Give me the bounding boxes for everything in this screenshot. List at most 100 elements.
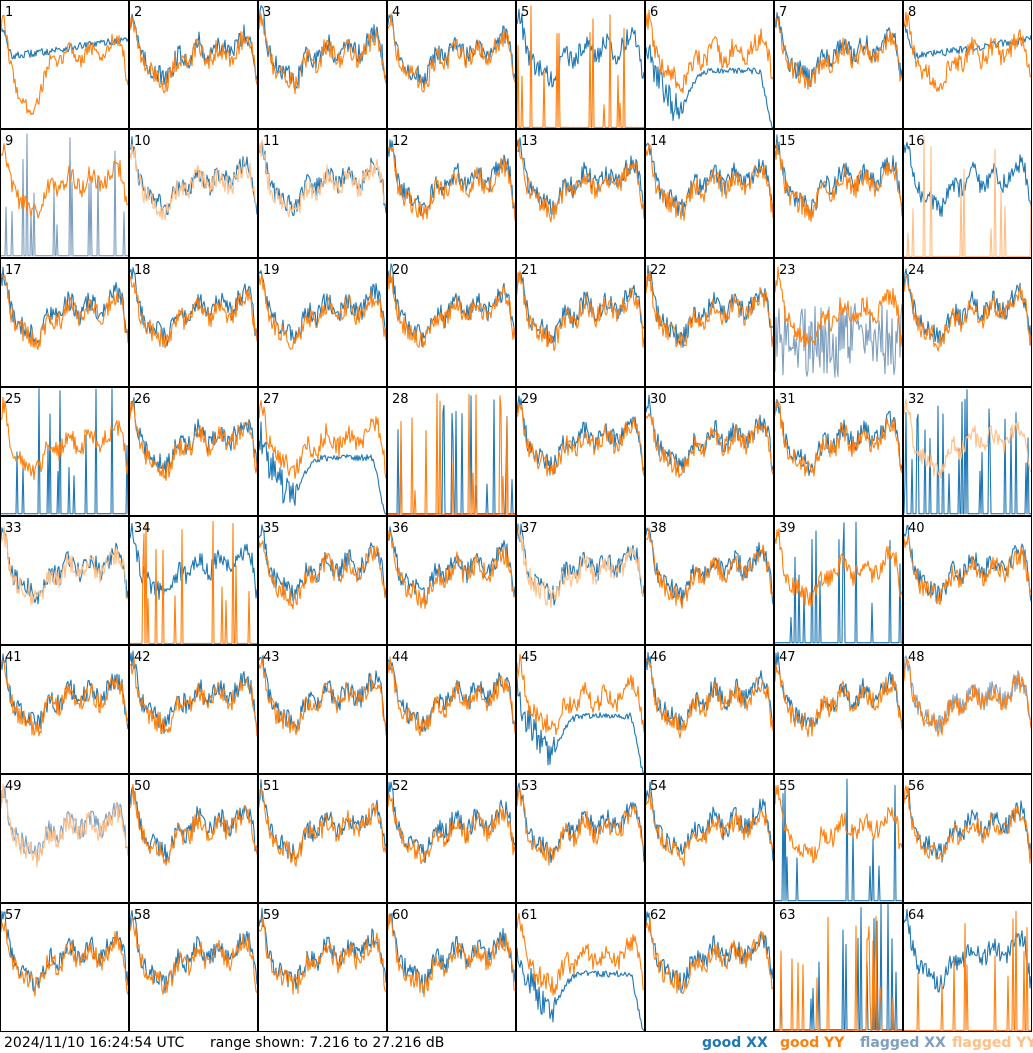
panel-18-frame <box>129 258 258 387</box>
panel-25-label: 25 <box>5 392 22 407</box>
panel-40-frame <box>903 516 1032 645</box>
panel-11-label: 11 <box>263 134 280 149</box>
panel-44-yy-series <box>387 656 516 737</box>
panel-48-label: 48 <box>908 650 925 665</box>
panel-28-xx-series <box>388 395 515 515</box>
panel-38-frame <box>645 516 774 645</box>
panel-64-frame <box>903 903 1032 1032</box>
panel-28-frame <box>387 387 516 516</box>
panel-24-frame <box>903 258 1032 387</box>
panel-49-label: 49 <box>5 779 22 794</box>
legend-good-yy-label: good YY <box>780 1035 845 1051</box>
panel-42-label: 42 <box>134 650 151 665</box>
panel-46-label: 46 <box>650 650 667 665</box>
panel-8-frame <box>903 0 1032 129</box>
panel-57-label: 57 <box>5 908 22 923</box>
panel-14-yy-series <box>645 144 774 221</box>
panel-4-frame <box>387 0 516 129</box>
panel-34-yy-series <box>130 520 257 644</box>
panel-19-frame <box>258 258 387 387</box>
panel-27-frame <box>258 387 387 516</box>
panel-16-yy-series <box>904 135 1032 257</box>
panel-48-yy-series <box>903 658 1032 737</box>
panel-38-label: 38 <box>650 521 667 536</box>
panel-29-yy-series <box>516 403 645 477</box>
panel-39-frame <box>774 516 903 645</box>
panel-42-yy-series <box>129 658 258 737</box>
panel-29-frame <box>516 387 645 516</box>
panel-27-xx-series <box>258 421 387 515</box>
panel-28-label: 28 <box>392 392 409 407</box>
panel-56-yy-series <box>903 785 1032 864</box>
panel-16-label: 16 <box>908 134 925 149</box>
legend-flagged-xx-label: flagged XX <box>860 1035 946 1051</box>
panel-53-frame <box>516 774 645 903</box>
panel-25-frame <box>0 387 129 516</box>
panel-45-xx-series <box>516 677 644 773</box>
panel-44-label: 44 <box>392 650 409 665</box>
panel-12-frame <box>387 129 516 258</box>
panel-2-label: 2 <box>134 5 142 20</box>
panel-50-label: 50 <box>134 779 151 794</box>
panel-55-label: 55 <box>779 779 796 794</box>
panel-40-label: 40 <box>908 521 925 536</box>
panel-57-yy-series <box>0 922 129 997</box>
panel-9-label: 9 <box>5 134 13 149</box>
panel-15-frame <box>774 129 903 258</box>
panel-31-yy-series <box>774 401 903 477</box>
panel-58-yy-series <box>129 917 258 995</box>
panel-63-label: 63 <box>779 908 796 923</box>
panel-15-yy-series <box>774 142 903 223</box>
panel-14-label: 14 <box>650 134 667 149</box>
panel-62-yy-series <box>645 917 774 995</box>
panel-19-label: 19 <box>263 263 280 278</box>
panel-2-frame <box>129 0 258 129</box>
panel-26-frame <box>129 387 258 516</box>
panel-9-xx-series <box>1 133 128 257</box>
panel-5-label: 5 <box>521 5 529 20</box>
panel-30-label: 30 <box>650 392 667 407</box>
panel-5-frame <box>516 0 645 129</box>
panel-20-frame <box>387 258 516 387</box>
panel-50-yy-series <box>129 783 258 866</box>
panel-58-frame <box>129 903 258 1032</box>
panel-6-xx-series <box>645 44 773 128</box>
panel-63-xx-series <box>775 904 902 1031</box>
legend-flagged-yy-label: flagged YY <box>952 1035 1033 1051</box>
panel-39-label: 39 <box>779 521 796 536</box>
panel-63-yy-series <box>775 915 902 1031</box>
panel-43-label: 43 <box>263 650 280 665</box>
panel-59-yy-series <box>258 916 387 995</box>
panel-31-xx-series <box>774 399 903 476</box>
panel-20-label: 20 <box>392 263 409 278</box>
panel-37-label: 37 <box>521 521 538 536</box>
panel-25-xx-series <box>1 388 129 515</box>
panel-15-label: 15 <box>779 134 796 149</box>
panel-3-label: 3 <box>263 5 271 20</box>
panel-6-frame <box>645 0 774 129</box>
panel-6-label: 6 <box>650 5 658 20</box>
panel-22-yy-series <box>645 270 774 348</box>
panel-51-frame <box>258 774 387 903</box>
panel-51-xx-series <box>258 779 387 862</box>
panel-11-frame <box>258 129 387 258</box>
panel-64-yy-series <box>904 910 1031 1031</box>
panel-27-yy-series <box>258 400 387 480</box>
panel-30-yy-series <box>645 413 774 479</box>
panel-50-frame <box>129 774 258 903</box>
panel-33-label: 33 <box>5 521 22 536</box>
panel-35-xx-series <box>258 524 387 602</box>
panel-37-yy-series <box>516 525 645 608</box>
panel-17-frame <box>0 258 129 387</box>
panel-12-yy-series <box>387 146 516 221</box>
panel-60-label: 60 <box>392 908 409 923</box>
panel-9-yy-series <box>0 143 129 219</box>
panel-13-label: 13 <box>521 134 538 149</box>
panel-1-frame <box>0 0 129 129</box>
panel-31-frame <box>774 387 903 516</box>
panel-7-label: 7 <box>779 5 787 20</box>
panel-45-frame <box>516 645 645 774</box>
panel-43-yy-series <box>258 657 387 736</box>
panel-9-frame <box>0 129 129 258</box>
